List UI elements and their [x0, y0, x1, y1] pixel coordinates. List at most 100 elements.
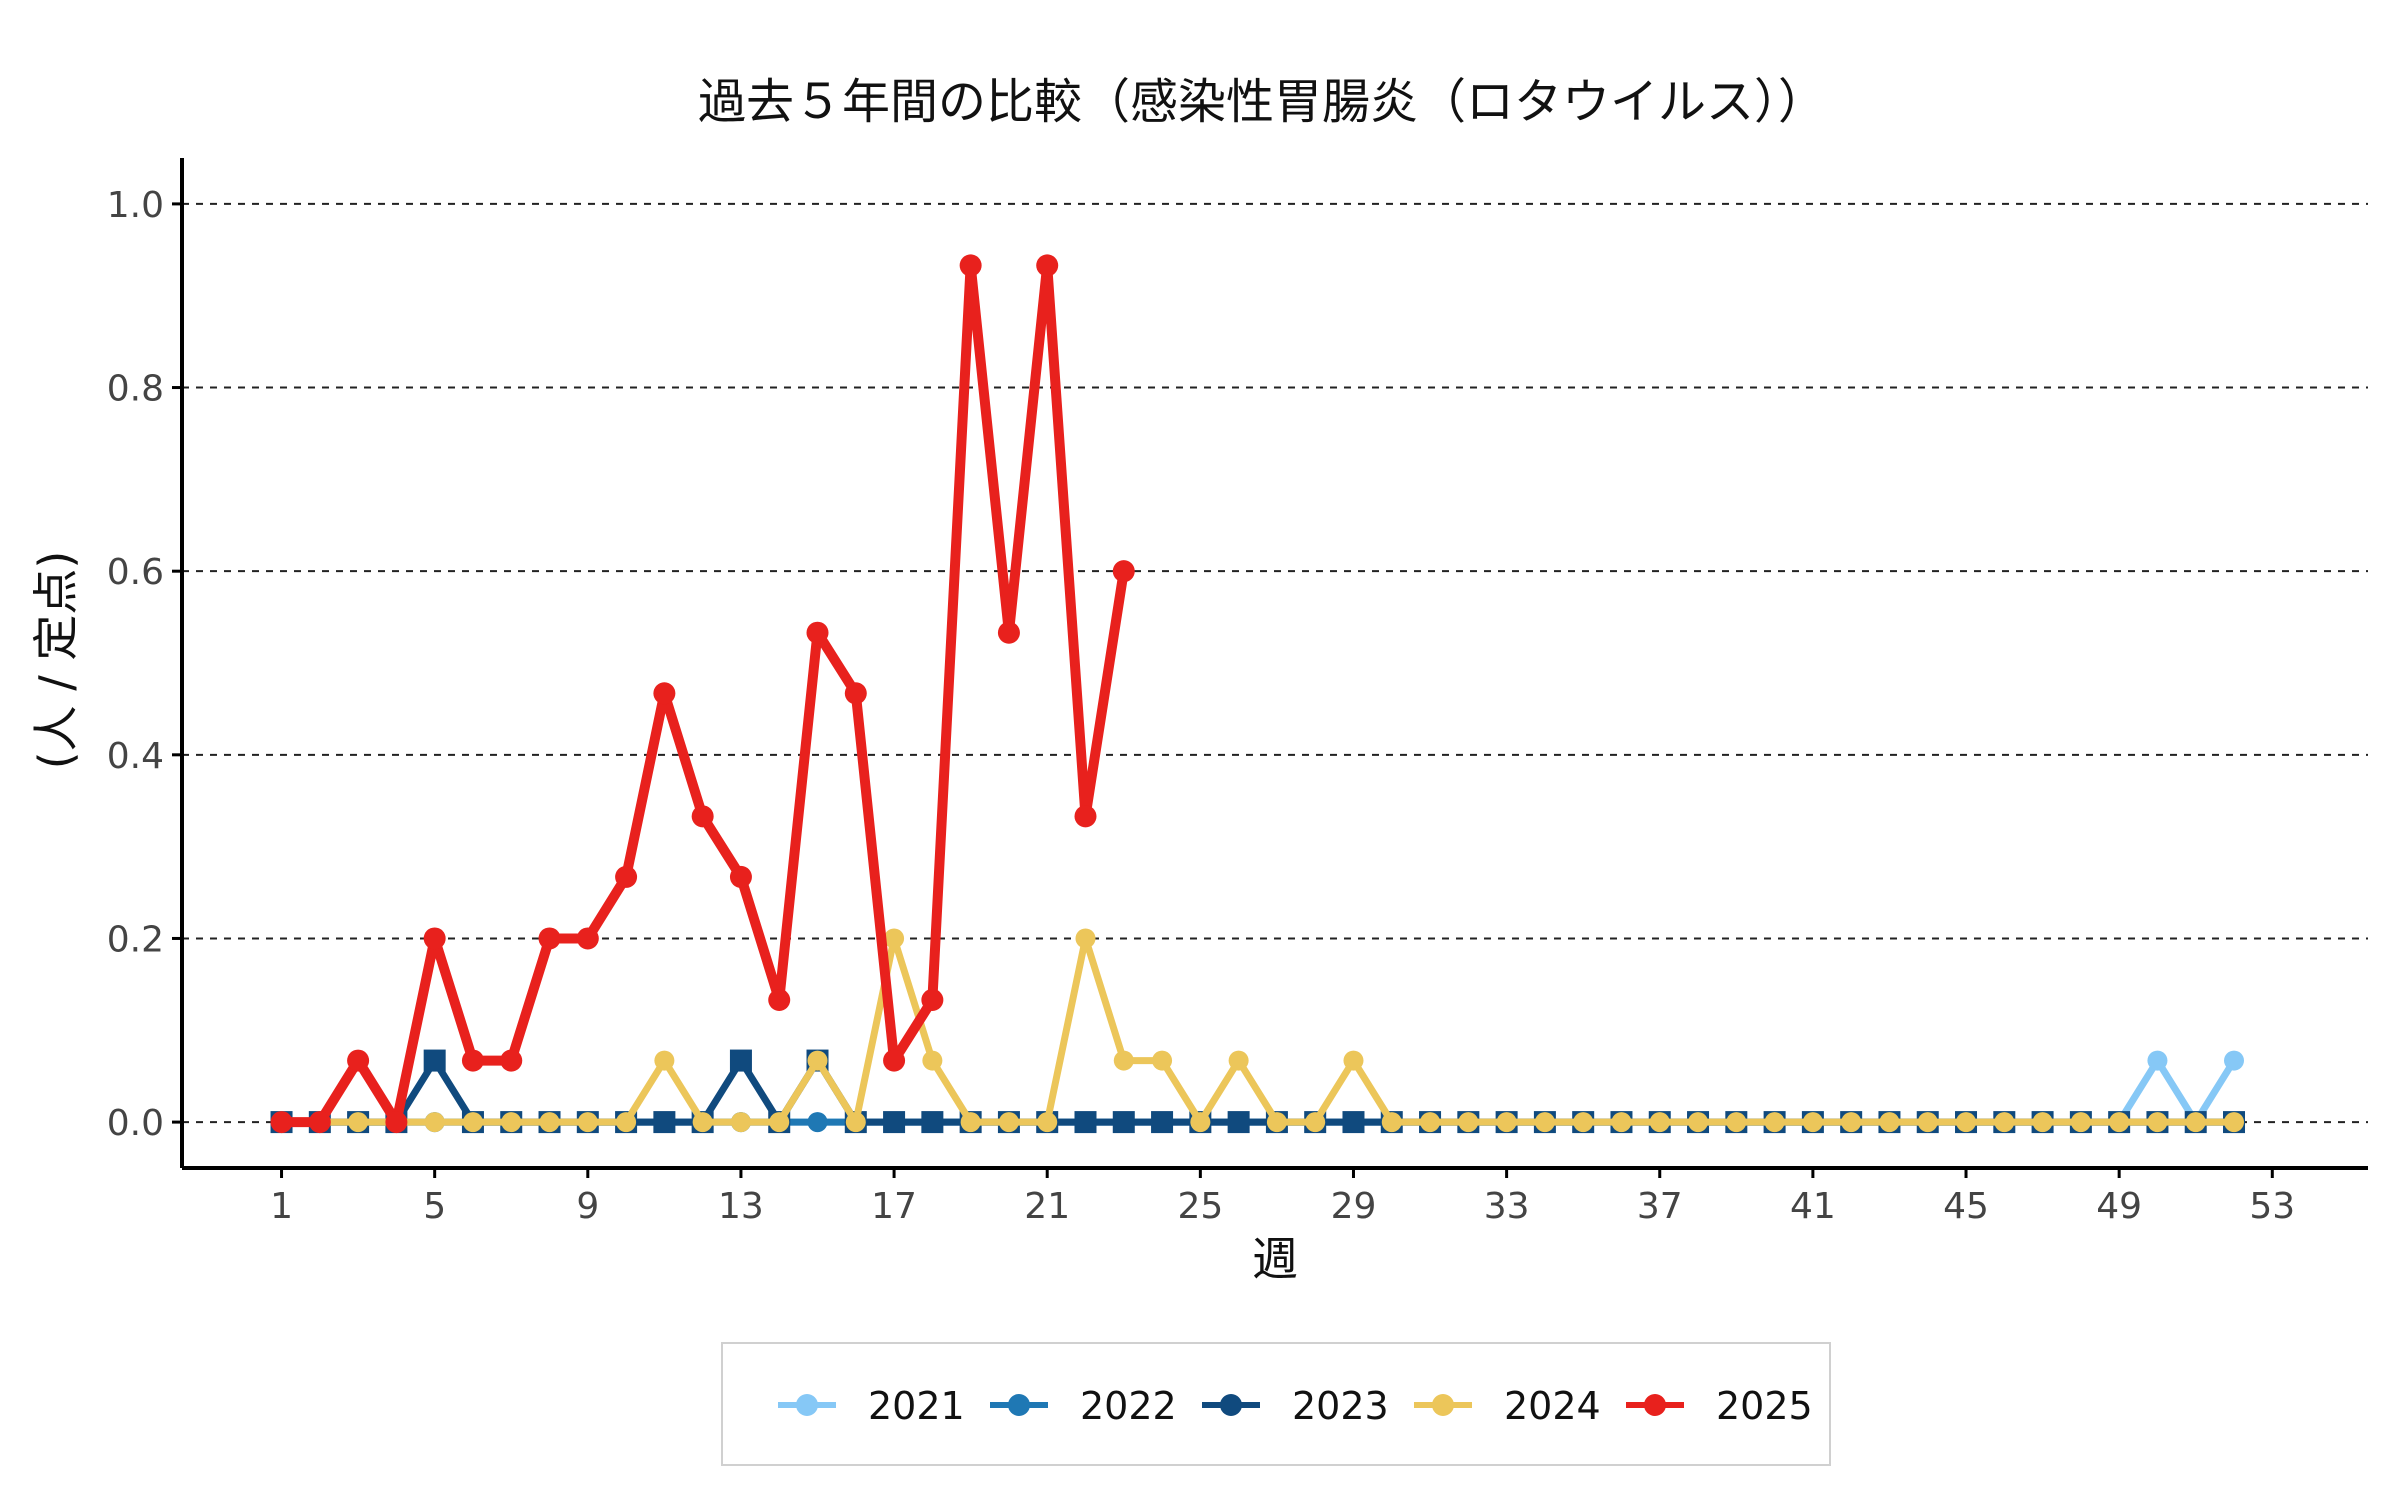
data-point	[2185, 1112, 2206, 1133]
legend-item-2024: 2024	[1414, 1384, 1601, 1428]
data-point	[922, 1050, 943, 1071]
legend-item-2021: 2021	[778, 1384, 965, 1428]
data-point	[883, 1049, 906, 1072]
data-point	[807, 1050, 828, 1071]
data-point	[462, 1112, 483, 1133]
data-point	[1841, 1112, 1862, 1133]
data-point	[1764, 1112, 1785, 1133]
x-tick-label: 17	[871, 1186, 917, 1227]
data-point	[997, 621, 1020, 644]
legend-swatch-marker	[796, 1394, 818, 1416]
data-point	[423, 1049, 446, 1072]
data-point	[615, 865, 638, 888]
data-point	[729, 865, 752, 888]
legend-items: 2021 2022 2023 2024 2025	[778, 1384, 1813, 1428]
data-point	[691, 805, 714, 828]
series-2024	[271, 928, 2245, 1133]
data-point	[807, 1112, 828, 1133]
data-point	[1420, 1112, 1441, 1133]
data-point	[692, 1112, 713, 1133]
y-axis-label: (人 / 定点)	[29, 551, 83, 770]
x-tick-label: 5	[423, 1186, 446, 1227]
data-point	[730, 1112, 751, 1133]
data-point	[2032, 1112, 2053, 1133]
data-point	[1496, 1112, 1517, 1133]
legend-label: 2021	[868, 1384, 965, 1428]
data-point	[1994, 1112, 2015, 1133]
data-point	[1917, 1112, 1938, 1133]
data-point	[347, 1049, 370, 1072]
data-point	[653, 682, 676, 705]
x-tick-label: 21	[1024, 1186, 1070, 1227]
data-point	[1381, 1112, 1402, 1133]
data-point	[424, 1112, 445, 1133]
data-point	[1113, 1050, 1134, 1071]
data-point	[884, 928, 905, 949]
legend-swatch-marker	[1220, 1394, 1242, 1416]
data-point	[883, 1111, 906, 1134]
data-point	[308, 1111, 331, 1134]
x-tick-label: 45	[1943, 1186, 1989, 1227]
x-tick-label: 53	[2249, 1186, 2295, 1227]
data-point	[1074, 1111, 1097, 1134]
y-tick-label: 0.0	[107, 1103, 164, 1144]
data-point	[2224, 1112, 2245, 1133]
data-point	[653, 1111, 676, 1134]
data-point	[2147, 1112, 2168, 1133]
data-point	[2224, 1050, 2245, 1071]
x-tick-label: 1	[270, 1186, 293, 1227]
data-point	[576, 927, 599, 950]
data-point	[1611, 1112, 1632, 1133]
data-point	[461, 1049, 484, 1072]
data-point	[385, 1111, 408, 1134]
data-point	[845, 1112, 866, 1133]
y-axis-ticks: 0.0 0.2 0.4 0.6 0.8 1.0	[107, 185, 182, 1144]
data-point	[616, 1112, 637, 1133]
data-point	[1074, 805, 1097, 828]
legend-item-2025: 2025	[1626, 1384, 1813, 1428]
data-point	[1458, 1112, 1479, 1133]
legend-label: 2022	[1080, 1384, 1177, 1428]
y-tick-label: 0.2	[107, 919, 164, 960]
legend-swatch-marker	[1432, 1394, 1454, 1416]
data-point	[501, 1112, 522, 1133]
data-point	[1037, 1112, 1058, 1133]
legend-label: 2025	[1716, 1384, 1813, 1428]
data-point	[729, 1049, 752, 1072]
data-point	[921, 988, 944, 1011]
data-point	[423, 927, 446, 950]
x-axis-label: 週	[1252, 1232, 1298, 1286]
data-point	[1802, 1112, 1823, 1133]
data-point	[2109, 1112, 2130, 1133]
x-tick-label: 37	[1637, 1186, 1683, 1227]
data-point	[1112, 1111, 1135, 1134]
series-line-2024	[278, 934, 2238, 1126]
series-line-2025	[276, 260, 1129, 1128]
legend-swatch-marker	[1644, 1394, 1666, 1416]
data-point	[1573, 1112, 1594, 1133]
data-point	[769, 1112, 790, 1133]
data-point	[998, 1112, 1019, 1133]
data-point	[654, 1050, 675, 1071]
data-point	[1534, 1112, 1555, 1133]
x-tick-label: 33	[1484, 1186, 1530, 1227]
data-point	[921, 1111, 944, 1134]
data-point	[538, 927, 561, 950]
data-point	[539, 1112, 560, 1133]
x-tick-label: 49	[2096, 1186, 2142, 1227]
data-series	[270, 254, 2246, 1134]
x-tick-label: 29	[1331, 1186, 1377, 1227]
x-axis-ticks: 1 5 9 13 17 21 25 29 33 37 41 45 49 53	[270, 1168, 2295, 1227]
y-tick-label: 0.4	[107, 736, 164, 777]
legend-label: 2024	[1504, 1384, 1601, 1428]
legend-item-2023: 2023	[1202, 1384, 1389, 1428]
data-point	[1266, 1112, 1287, 1133]
y-tick-label: 1.0	[107, 185, 164, 226]
data-point	[1112, 560, 1135, 583]
x-tick-label: 9	[576, 1186, 599, 1227]
data-point	[959, 254, 982, 277]
data-point	[1228, 1050, 1249, 1071]
data-point	[960, 1112, 981, 1133]
legend-swatch-marker	[1008, 1394, 1030, 1416]
